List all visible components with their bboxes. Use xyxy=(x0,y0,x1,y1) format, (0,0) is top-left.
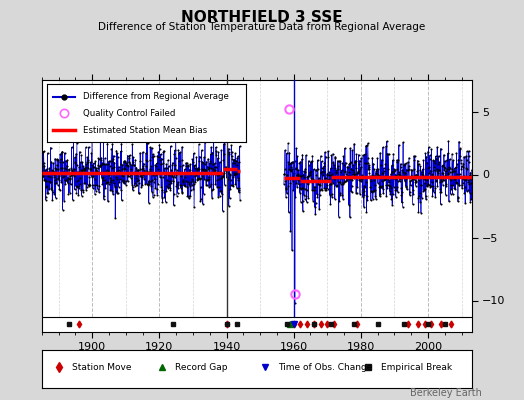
Text: Difference of Station Temperature Data from Regional Average: Difference of Station Temperature Data f… xyxy=(99,22,425,32)
Text: Berkeley Earth: Berkeley Earth xyxy=(410,388,482,398)
Text: Record Gap: Record Gap xyxy=(175,362,227,372)
Text: Empirical Break: Empirical Break xyxy=(381,362,453,372)
Bar xyxy=(42,317,472,332)
Text: NORTHFIELD 3 SSE: NORTHFIELD 3 SSE xyxy=(181,10,343,25)
Text: Quality Control Failed: Quality Control Failed xyxy=(83,108,176,118)
Text: Difference from Regional Average: Difference from Regional Average xyxy=(83,92,229,101)
Text: Estimated Station Mean Bias: Estimated Station Mean Bias xyxy=(83,126,208,135)
Text: Time of Obs. Change: Time of Obs. Change xyxy=(278,362,373,372)
Text: Station Move: Station Move xyxy=(72,362,132,372)
